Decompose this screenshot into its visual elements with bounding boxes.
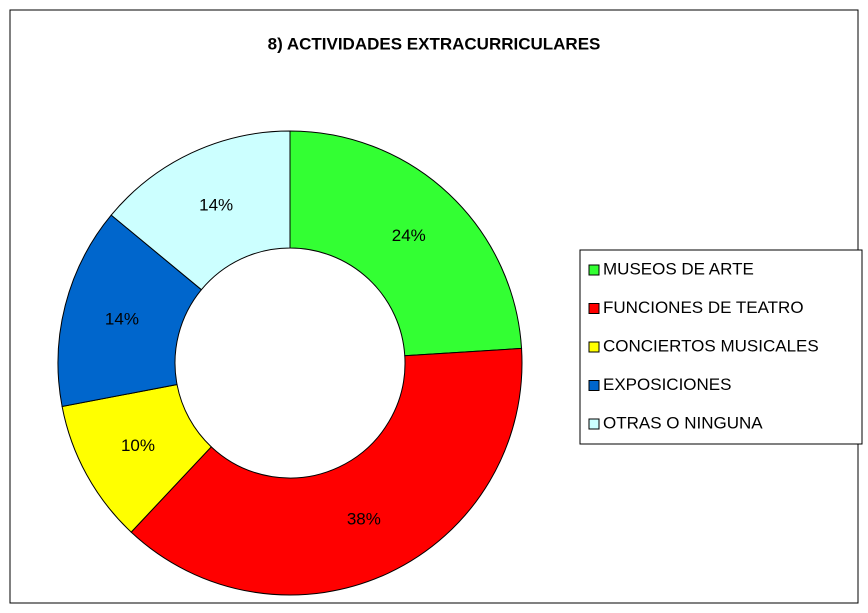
donut-slice (110, 130, 291, 291)
donut-slice (130, 347, 523, 596)
data-label: 14% (199, 195, 233, 214)
legend-swatch (588, 341, 600, 353)
legend-label: FUNCIONES DE TEATRO (603, 298, 804, 317)
data-label: 38% (347, 509, 381, 528)
legend-label: MUSEOS DE ARTE (603, 259, 754, 278)
donut-slice (57, 214, 203, 408)
legend-label: OTRAS O NINGUNA (603, 413, 763, 432)
legend-swatch (588, 380, 600, 391)
donut-slice (289, 130, 523, 357)
legend-swatch (588, 264, 600, 276)
legend-swatch (588, 303, 600, 314)
legend-box (579, 249, 863, 445)
legend-label: CONCIERTOS MUSICALES (603, 336, 819, 355)
data-label: 24% (392, 226, 426, 245)
data-label: 14% (105, 309, 139, 328)
data-label: 10% (121, 436, 155, 455)
chart-title: 8) ACTIVIDADES EXTRACURRICULARES (268, 34, 601, 53)
legend-label: EXPOSICIONES (603, 375, 731, 394)
legend-swatch (588, 418, 600, 430)
